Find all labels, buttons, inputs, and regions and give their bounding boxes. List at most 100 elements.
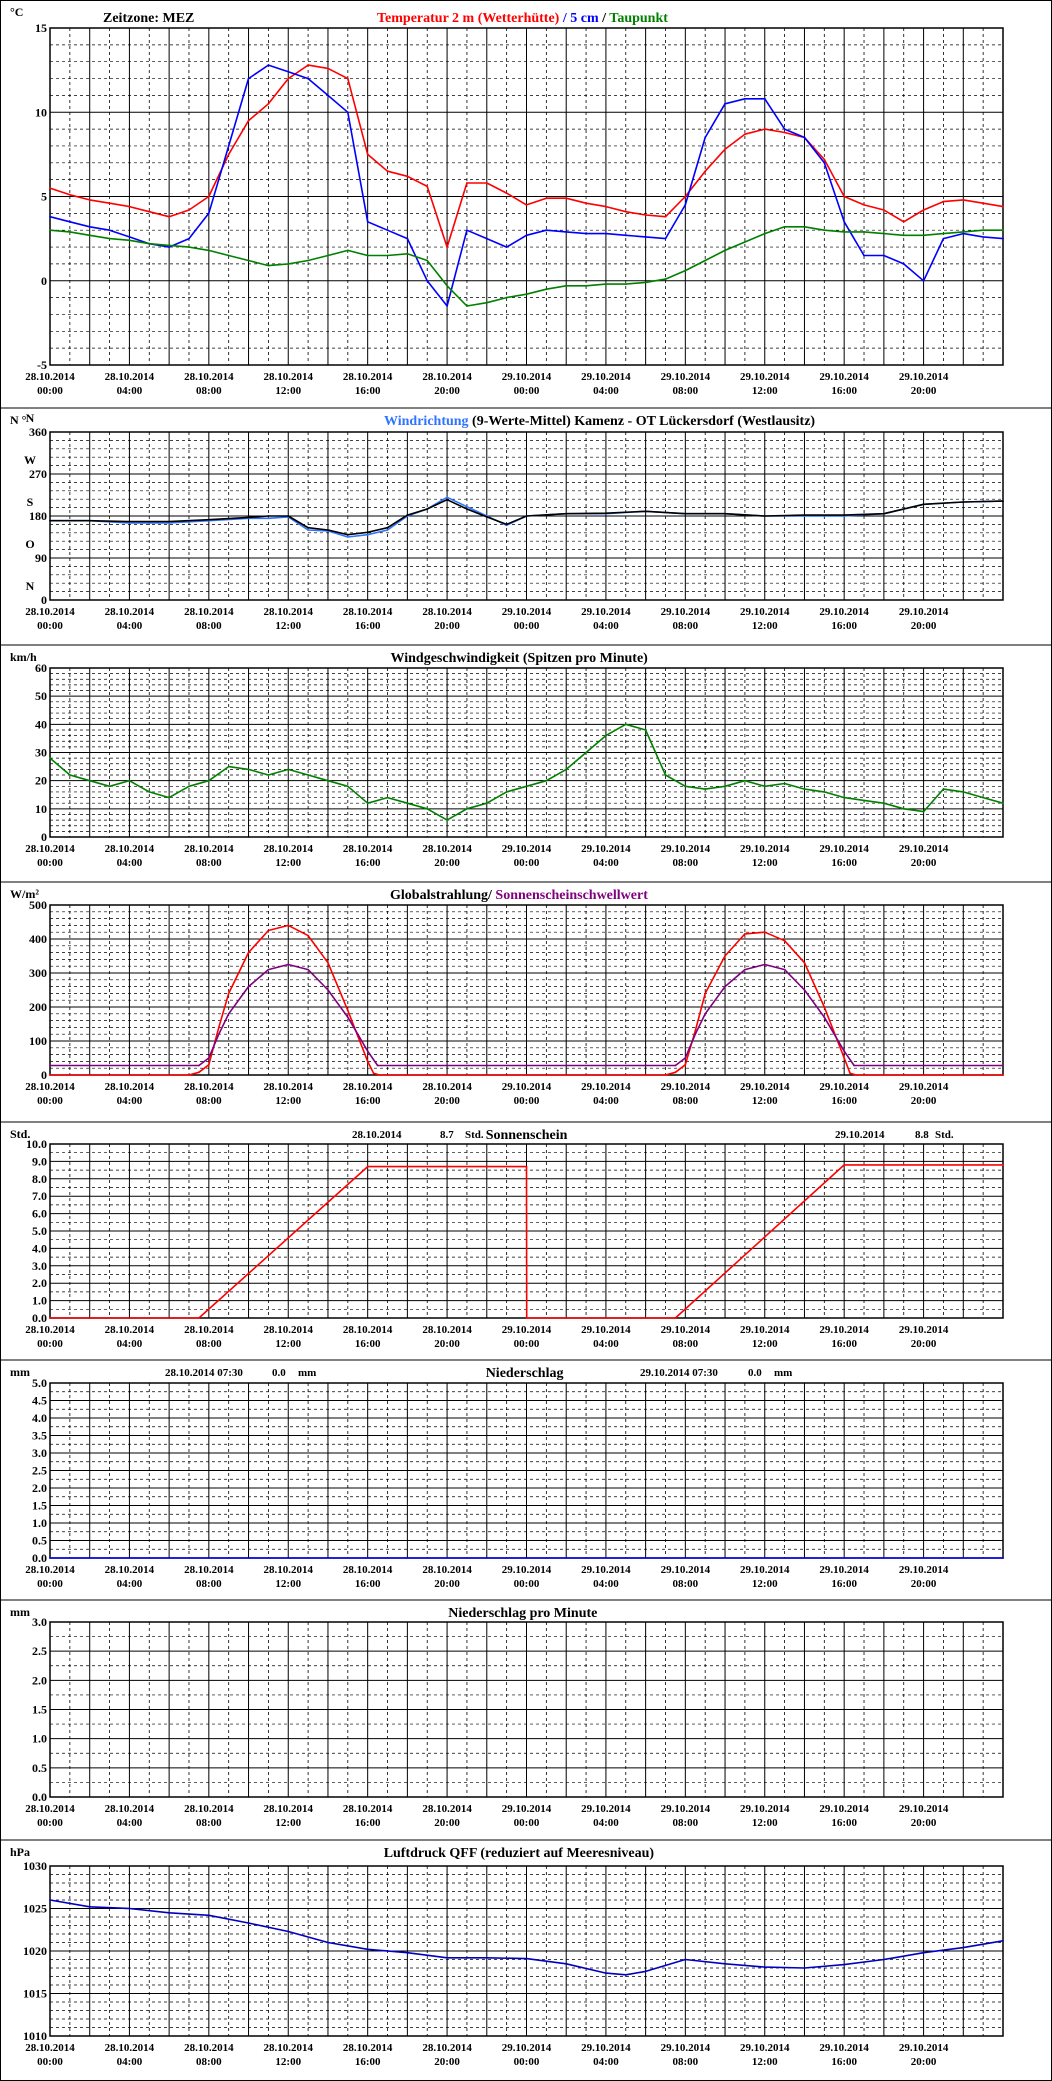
data-point: [406, 252, 409, 255]
data-point: [843, 220, 846, 223]
compass-label: O: [25, 537, 34, 551]
x-tick-date: 28.10.2014: [343, 1081, 393, 1093]
data-point: [694, 1033, 697, 1036]
data-point: [744, 133, 746, 136]
data-point: [803, 514, 806, 516]
annotation-date: 29.10.2014 07:30: [640, 1367, 718, 1379]
x-tick-date: 28.10.2014: [105, 1324, 155, 1336]
x-tick-date: 28.10.2014: [184, 606, 234, 618]
data-point: [1002, 1164, 1004, 1166]
y-tick-label: 200: [29, 1000, 47, 1014]
x-tick-time: 04:00: [593, 620, 619, 632]
data-point: [843, 1963, 846, 1966]
data-point: [982, 236, 984, 238]
data-point: [307, 259, 309, 262]
data-point: [49, 1317, 51, 1319]
data-point: [198, 1317, 200, 1319]
x-tick-time: 04:00: [117, 1817, 143, 1829]
x-tick-date: 28.10.2014: [343, 1564, 393, 1576]
x-tick-date: 28.10.2014: [264, 371, 314, 383]
data-point: [1002, 802, 1004, 805]
x-tick-date: 28.10.2014: [422, 843, 472, 855]
x-tick-date: 28.10.2014: [25, 843, 75, 855]
x-tick-time: 12:00: [752, 857, 778, 869]
x-tick-time: 16:00: [355, 385, 381, 397]
data-point: [744, 97, 746, 100]
data-point: [803, 788, 806, 790]
annotation-unit: mm: [774, 1367, 792, 1379]
data-point: [803, 225, 806, 228]
x-tick-time: 00:00: [37, 1338, 63, 1350]
x-tick-date: 28.10.2014: [422, 371, 472, 383]
data-point: [267, 929, 270, 932]
data-point: [88, 1905, 91, 1908]
data-point: [49, 1064, 51, 1067]
y-tick-label: 100: [29, 1034, 47, 1048]
data-point: [1002, 1064, 1004, 1067]
x-tick-date: 28.10.2014: [264, 2042, 314, 2054]
x-tick-date: 28.10.2014: [264, 1081, 314, 1093]
x-tick-time: 20:00: [911, 1095, 937, 1107]
data-point: [485, 301, 488, 304]
series-line: [50, 498, 1004, 536]
unit-label: W/m²: [10, 887, 39, 901]
data-point: [406, 237, 409, 240]
x-tick-time: 08:00: [196, 385, 222, 397]
data-point: [327, 254, 329, 257]
y-tick-label: 0: [41, 274, 47, 288]
data-point: [207, 249, 210, 252]
data-point: [843, 231, 846, 233]
y-tick-label: 0: [41, 830, 47, 844]
data-point: [684, 512, 687, 515]
data-point: [188, 1074, 190, 1076]
data-point: [644, 729, 647, 731]
y-tick-label: 300: [29, 966, 47, 980]
data-point: [684, 269, 687, 272]
x-tick-date: 29.10.2014: [899, 371, 949, 383]
x-tick-time: 12:00: [752, 1338, 778, 1350]
data-point: [783, 939, 786, 942]
data-point: [69, 231, 71, 233]
data-point: [704, 136, 707, 139]
x-tick-time: 16:00: [831, 385, 857, 397]
data-point: [704, 259, 707, 262]
x-tick-time: 20:00: [911, 1338, 937, 1350]
data-point: [148, 242, 151, 245]
data-point: [346, 111, 349, 114]
x-tick-date: 28.10.2014: [422, 606, 472, 618]
unit-label: hPa: [10, 1845, 30, 1859]
data-point: [168, 215, 171, 218]
x-tick-date: 29.10.2014: [581, 1564, 631, 1576]
chart-title: Luftdruck QFF (reduziert auf Meeresnivea…: [384, 1846, 655, 1861]
x-tick-date: 29.10.2014: [899, 1324, 949, 1336]
x-tick-time: 04:00: [117, 1095, 143, 1107]
x-tick-date: 29.10.2014: [581, 606, 631, 618]
data-point: [883, 209, 885, 211]
y-tick-label: 60: [35, 661, 47, 675]
chart-temp: -5 0 5 10 15 °C Temperatur 2 m (Wetterhütte) /…: [10, 5, 1004, 397]
data-point: [545, 197, 548, 200]
x-tick-time: 04:00: [593, 1095, 619, 1107]
data-point: [525, 234, 528, 237]
y-tick-label: 7.0: [32, 1189, 47, 1203]
x-tick-date: 28.10.2014: [25, 1803, 75, 1815]
x-tick-date: 28.10.2014: [264, 1803, 314, 1815]
data-point: [307, 64, 309, 66]
data-point: [267, 102, 270, 105]
x-tick-time: 12:00: [275, 620, 301, 632]
data-point: [406, 1951, 409, 1954]
data-point: [505, 523, 508, 526]
x-tick-time: 08:00: [672, 857, 698, 869]
compass-label: S: [27, 495, 34, 509]
data-point: [962, 791, 965, 793]
x-tick-time: 08:00: [196, 1817, 222, 1829]
data-point: [366, 533, 369, 536]
data-point: [922, 234, 925, 237]
data-point: [922, 1951, 925, 1954]
chart-title-part: /: [599, 11, 610, 26]
data-point: [525, 515, 528, 517]
y-tick-label: 1015: [23, 1987, 47, 2001]
data-point: [644, 510, 647, 513]
